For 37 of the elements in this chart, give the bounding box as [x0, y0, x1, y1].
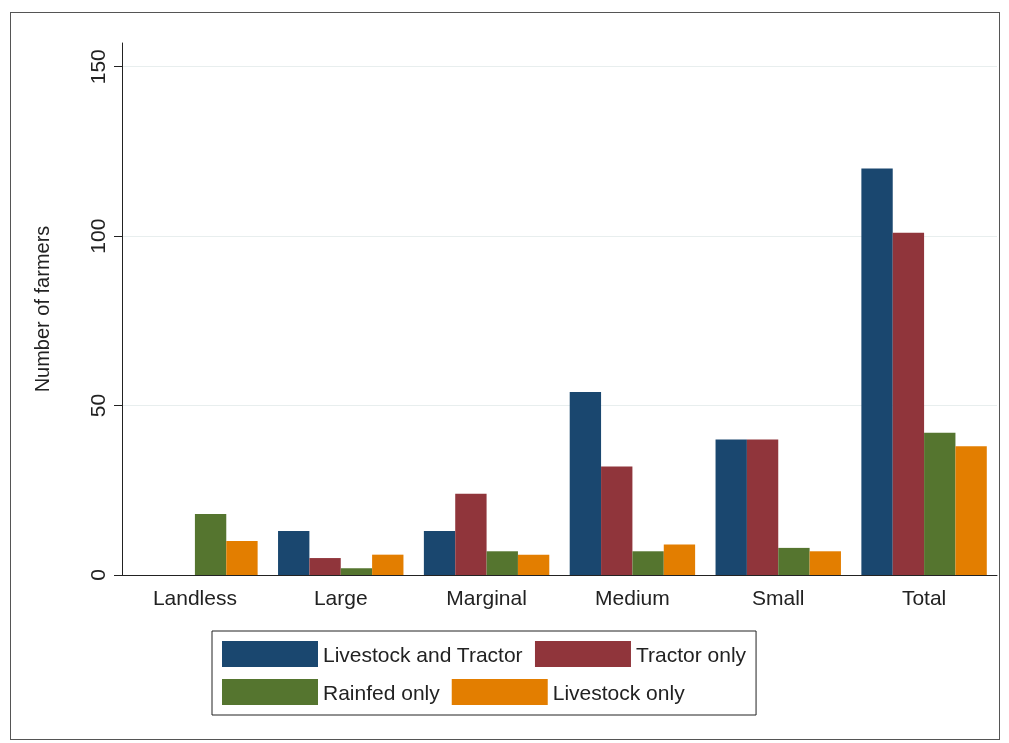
legend-label: Livestock and Tractor	[323, 642, 523, 666]
bar	[372, 554, 404, 575]
x-tick-label: Marginal	[446, 586, 527, 609]
bar	[569, 392, 602, 575]
y-axis-title: Number of farmers	[31, 225, 53, 393]
bar	[601, 466, 633, 575]
y-tick-label: 100	[86, 218, 109, 254]
legend-label: Tractor only	[635, 642, 747, 666]
bar	[955, 446, 987, 575]
bar	[892, 232, 925, 575]
bar	[632, 551, 664, 575]
bar	[486, 551, 518, 575]
bar	[809, 551, 841, 575]
bar	[194, 514, 227, 575]
bar	[340, 568, 373, 575]
bar	[715, 439, 747, 575]
bar	[778, 547, 810, 575]
bar	[455, 493, 487, 575]
y-tick-label: 50	[86, 393, 109, 418]
x-tick-label: Large	[313, 586, 368, 609]
bar	[861, 168, 893, 575]
x-tick-label: Small	[751, 586, 805, 609]
y-tick-label: 150	[86, 49, 109, 85]
bar	[423, 530, 456, 575]
x-tick-label: Landless	[152, 586, 237, 609]
legend-label: Livestock only	[552, 680, 686, 704]
x-tick-label: Medium	[595, 586, 670, 609]
bar	[278, 530, 310, 575]
bar	[309, 558, 341, 575]
bar	[746, 439, 779, 575]
x-tick-label: Total	[901, 586, 947, 609]
y-tick-label: 0	[86, 569, 109, 581]
bar	[663, 544, 696, 575]
legend-label: Rainfed only	[323, 680, 441, 704]
bar	[924, 432, 956, 575]
bar	[226, 541, 258, 575]
bar	[517, 554, 550, 575]
